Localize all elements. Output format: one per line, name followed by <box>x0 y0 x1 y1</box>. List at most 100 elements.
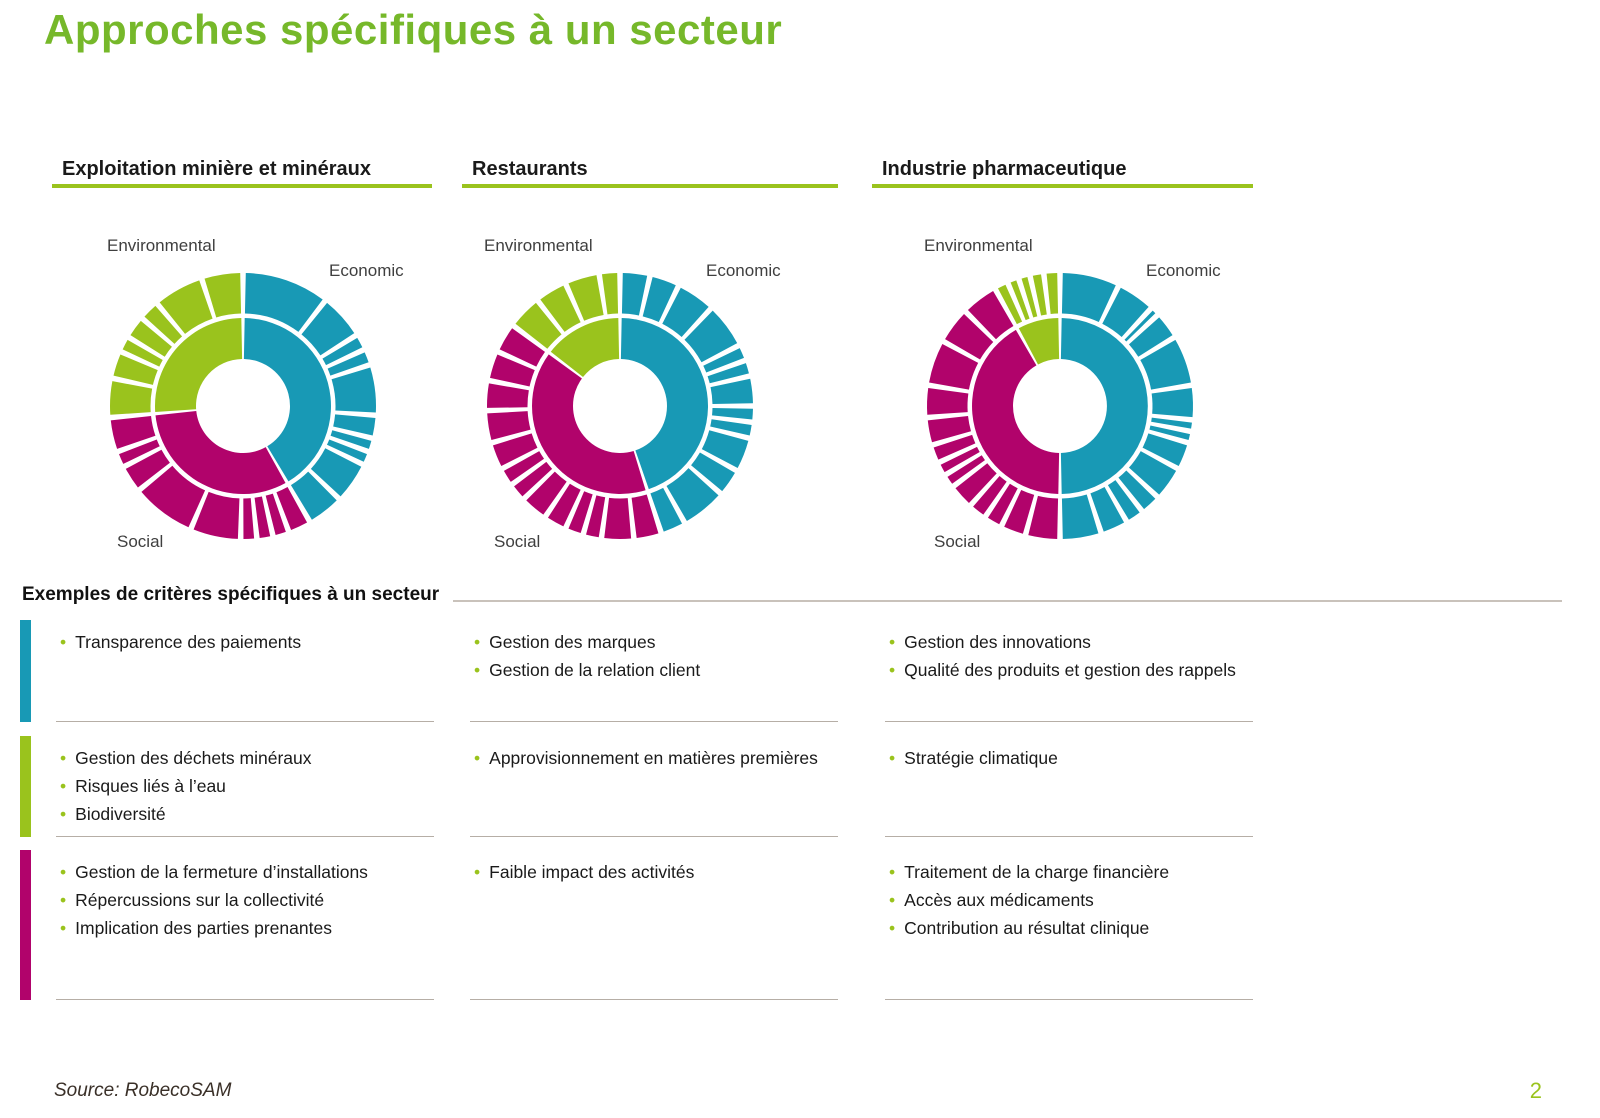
criterion-item: Biodiversité <box>60 800 434 828</box>
criteria-list: Gestion des marquesGestion de la relatio… <box>460 620 838 684</box>
sunburst-outer-segment-economic <box>703 348 744 373</box>
sunburst-outer-segment-economic <box>1149 425 1190 440</box>
criteria-cell: Gestion des marquesGestion de la relatio… <box>460 620 838 722</box>
criteria-list: Approvisionnement en matières premières <box>460 736 838 772</box>
sunburst-outer-segment-social <box>243 498 255 539</box>
criteria-cell: Gestion des innovationsQualité des produ… <box>875 620 1253 722</box>
sunburst-outer-segment-environmental <box>601 273 619 315</box>
criterion-item: Transparence des paiements <box>60 628 434 656</box>
sunburst-outer-segment-social <box>955 463 997 503</box>
sunburst-outer-segment-economic <box>1118 470 1156 510</box>
criteria-heading-text: Exemples de critères spécifiques à un se… <box>22 584 440 605</box>
criterion-item: Répercussions sur la collectivité <box>60 886 434 914</box>
criterion-item: Traitement de la charge financière <box>889 858 1253 886</box>
row-color-bar-environmental <box>20 736 31 837</box>
sunburst-outer-segment-economic <box>290 471 337 520</box>
sunburst-outer-segment-economic <box>330 430 372 449</box>
sunburst-outer-segment-economic <box>1090 487 1125 532</box>
sunburst-outer-segment-environmental <box>1010 280 1030 321</box>
sunburst-outer-segment-environmental <box>568 275 604 321</box>
sunburst-chart-restaurants: Environmental Economic Social <box>450 236 790 576</box>
sunburst-outer-segment-social <box>940 446 980 473</box>
sunburst-inner-segment-social <box>532 354 646 494</box>
sunburst-outer-segment-economic <box>1151 387 1193 418</box>
sunburst-outer-segment-economic <box>322 337 363 366</box>
sunburst-outer-segment-social <box>631 494 659 538</box>
sunburst-outer-segment-environmental <box>997 284 1023 325</box>
heading-rule <box>453 600 1562 602</box>
sunburst-outer-segment-economic <box>701 430 749 469</box>
sunburst-outer-segment-social <box>1004 489 1035 534</box>
sunburst-outer-segment-social <box>967 291 1014 340</box>
criterion-item: Gestion des marques <box>474 628 838 656</box>
sunburst-inner-segment-social <box>972 329 1060 494</box>
sunburst-outer-segment-economic <box>1151 417 1192 429</box>
sunburst-inner-segment-social <box>155 410 286 494</box>
criteria-list: Traitement de la charge financièreAccès … <box>875 850 1253 942</box>
criterion-item: Contribution au résultat clinique <box>889 914 1253 942</box>
row-color-bar-social <box>20 850 31 1000</box>
sunburst-chart-pharma: Environmental Economic Social <box>890 236 1230 576</box>
criterion-item: Stratégie climatique <box>889 744 1253 772</box>
sunburst-svg <box>109 273 376 539</box>
criteria-list: Stratégie climatique <box>875 736 1253 772</box>
sunburst-outer-segment-environmental <box>515 302 562 349</box>
sector-header-mining: Exploitation minière et minéraux <box>52 158 432 188</box>
sunburst-chart-mining: Environmental Economic Social <box>73 236 413 576</box>
criteria-cell: Faible impact des activités <box>460 850 838 1000</box>
sunburst-inner-segment-environmental <box>1018 318 1060 365</box>
sunburst-outer-segment-environmental <box>1021 277 1038 318</box>
sunburst-outer-segment-environmental <box>122 339 163 367</box>
sunburst-outer-segment-economic <box>1061 273 1116 323</box>
sunburst-outer-segment-social <box>503 451 545 482</box>
sunburst-outer-segment-economic <box>1124 310 1156 342</box>
sunburst-outer-segment-social <box>945 313 994 360</box>
sunburst-outer-segment-environmental <box>204 273 242 318</box>
criteria-row-social: Gestion de la fermeture d’installationsR… <box>0 850 1600 1000</box>
criterion-item: Gestion de la relation client <box>474 656 838 684</box>
criterion-item: Faible impact des activités <box>474 858 838 886</box>
sunburst-outer-segment-environmental <box>113 354 158 385</box>
criteria-list: Faible impact des activités <box>460 850 838 886</box>
sunburst-outer-segment-economic <box>326 439 367 462</box>
sunburst-outer-segment-social <box>254 496 271 538</box>
sunburst-outer-segment-economic <box>650 487 683 532</box>
row-color-bar-economic <box>20 620 31 722</box>
sunburst-outer-segment-economic <box>327 352 369 376</box>
sector-header-pharma: Industrie pharmaceutique <box>872 158 1253 188</box>
sunburst-outer-segment-social <box>490 354 535 387</box>
criteria-cell: Gestion des déchets minérauxRisques liés… <box>46 736 434 837</box>
sunburst-outer-segment-economic <box>1107 480 1140 520</box>
sunburst-outer-segment-environmental <box>1032 274 1047 316</box>
page-title: Approches spécifiques à un secteur <box>44 6 783 53</box>
sunburst-inner-segment-economic <box>620 318 709 490</box>
sunburst-outer-segment-economic <box>621 273 648 316</box>
sunburst-svg <box>486 273 753 539</box>
criteria-row-environmental: Gestion des déchets minérauxRisques liés… <box>0 736 1600 837</box>
label-social: Social <box>494 532 541 551</box>
criterion-item: Implication des parties prenantes <box>60 914 434 942</box>
sunburst-outer-segment-social <box>604 497 632 539</box>
sunburst-outer-segment-social <box>973 476 1007 515</box>
criteria-cell: Approvisionnement en matières premières <box>460 736 838 837</box>
sunburst-outer-segment-social <box>110 415 156 449</box>
sunburst-outer-segment-social <box>125 449 170 488</box>
sunburst-outer-segment-economic <box>1128 451 1177 495</box>
criterion-item: Gestion de la fermeture d’installations <box>60 858 434 886</box>
sunburst-outer-segment-environmental <box>109 381 153 415</box>
page-number: 2 <box>1529 1078 1542 1103</box>
sunburst-outer-segment-social <box>547 483 581 527</box>
sunburst-outer-segment-social <box>499 328 545 367</box>
sunburst-outer-segment-economic <box>1142 433 1188 466</box>
sunburst-outer-segment-economic <box>301 302 355 356</box>
criterion-item: Gestion des innovations <box>889 628 1253 656</box>
sunburst-outer-segment-social <box>265 493 286 535</box>
sunburst-outer-segment-environmental <box>540 285 581 332</box>
sunburst-outer-segment-environmental <box>1046 273 1059 314</box>
sunburst-outer-segment-social <box>568 491 593 534</box>
criteria-cell: Traitement de la charge financièreAccès … <box>875 850 1253 1000</box>
criteria-row-economic: Transparence des paiements Gestion des m… <box>0 620 1600 722</box>
criteria-list: Gestion des innovationsQualité des produ… <box>875 620 1253 684</box>
sunburst-outer-segment-social <box>929 343 979 390</box>
